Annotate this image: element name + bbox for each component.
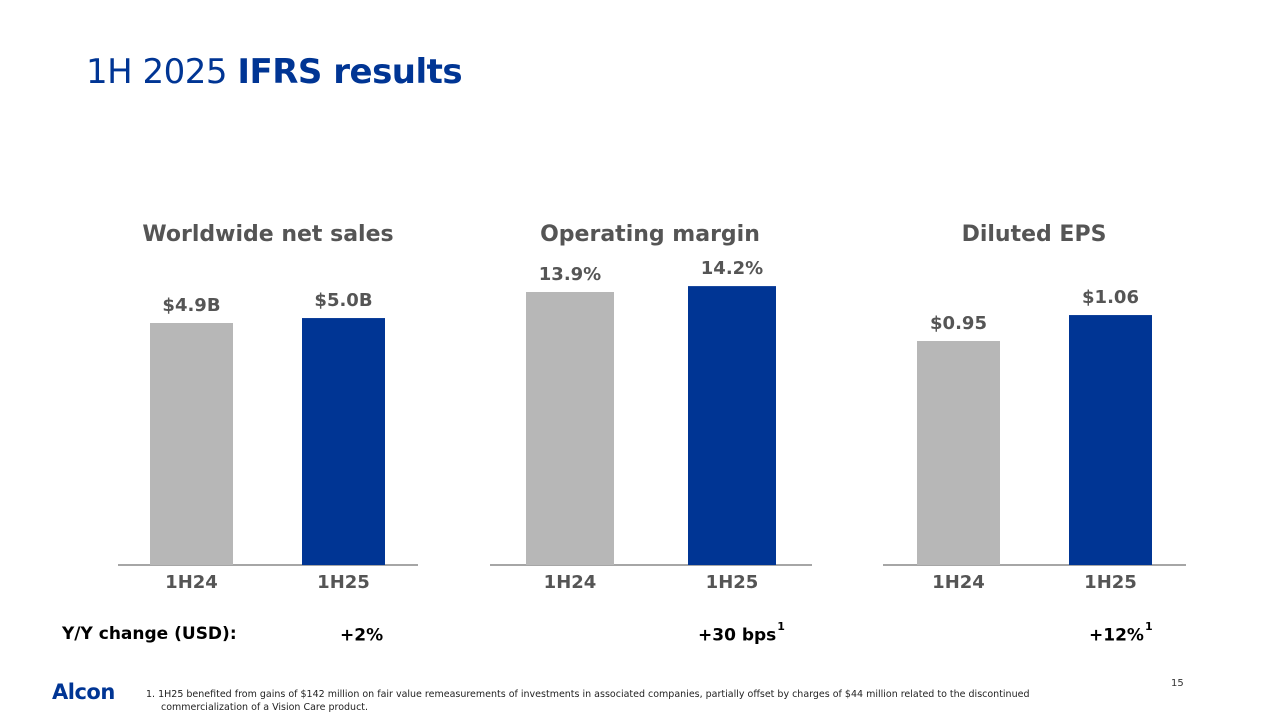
- operating-margin-value-label-1H24: 13.9%: [539, 264, 601, 285]
- yoy-label: Y/Y change (USD):: [62, 624, 237, 644]
- net-sales-bar-1H24: [150, 323, 233, 565]
- alcon-logo: Alcon: [52, 680, 115, 704]
- chart-title-net-sales: Worldwide net sales: [142, 222, 394, 247]
- net-sales-value-label-1H24: $4.9B: [162, 295, 220, 316]
- footnote-line-2: commercialization of a Vision Care produ…: [161, 702, 369, 713]
- operating-margin-bar-1H25: [688, 286, 776, 565]
- title-bold: IFRS results: [237, 52, 463, 92]
- yoy-diluted-eps-footnote: 1: [1144, 620, 1153, 633]
- yoy-diluted-eps-value: +12%: [1089, 625, 1144, 646]
- diluted-eps-value-label-1H24: $0.95: [930, 313, 987, 334]
- yoy-operating-margin-value: +30 bps: [698, 625, 777, 646]
- footnote-line-1: 1. 1H25 benefited from gains of $142 mil…: [146, 689, 1030, 700]
- diluted-eps-tick-label-1H25: 1H25: [1084, 572, 1137, 593]
- chart-title-diluted-eps: Diluted EPS: [961, 222, 1107, 247]
- yoy-diluted-eps: +12%1: [1089, 620, 1153, 646]
- yoy-net-sales-value: +2%: [340, 625, 384, 646]
- diluted-eps-bar-1H25: [1069, 315, 1152, 565]
- operating-margin-bar-1H24: [526, 292, 614, 565]
- page-title: 1H 2025 IFRS results: [86, 52, 463, 92]
- net-sales-value-label-1H25: $5.0B: [314, 290, 372, 311]
- net-sales-bar-1H25: [302, 318, 385, 565]
- operating-margin-tick-label-1H25: 1H25: [706, 572, 759, 593]
- net-sales-tick-label-1H24: 1H24: [165, 572, 218, 593]
- yoy-operating-margin: +30 bps1: [698, 620, 785, 646]
- yoy-operating-margin-footnote: 1: [777, 620, 785, 633]
- chart-title-operating-margin: Operating margin: [540, 222, 760, 247]
- diluted-eps-bar-1H24: [917, 341, 1000, 565]
- operating-margin-value-label-1H25: 14.2%: [701, 258, 763, 279]
- yoy-net-sales: +2%: [340, 624, 384, 646]
- title-light: 1H 2025: [86, 52, 228, 92]
- diluted-eps-value-label-1H25: $1.06: [1082, 287, 1139, 308]
- operating-margin-tick-label-1H24: 1H24: [544, 572, 597, 593]
- net-sales-tick-label-1H25: 1H25: [317, 572, 370, 593]
- page-number: 15: [1171, 678, 1184, 689]
- footnote: 1. 1H25 benefited from gains of $142 mil…: [146, 688, 1096, 714]
- diluted-eps-tick-label-1H24: 1H24: [932, 572, 985, 593]
